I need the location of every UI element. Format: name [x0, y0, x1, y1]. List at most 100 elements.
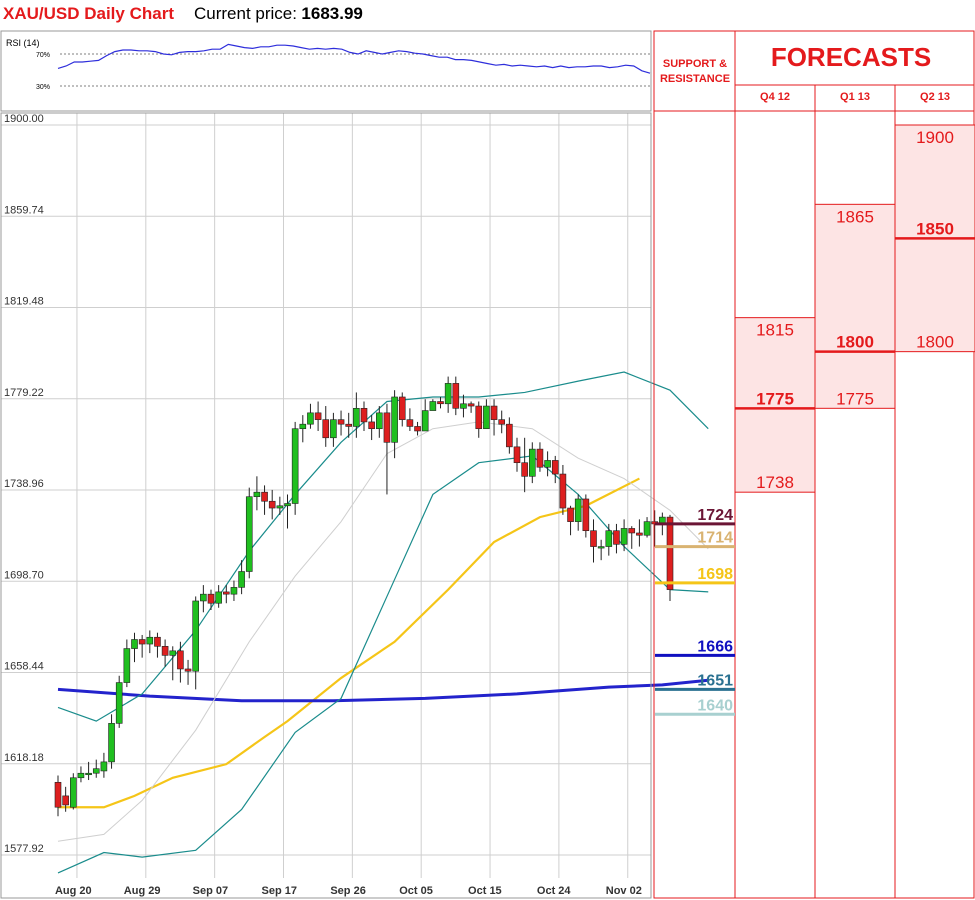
candle-body	[368, 421, 375, 430]
y-tick-label: 1779.22	[4, 387, 44, 399]
candle-body	[475, 405, 483, 430]
sr-header-line-2: RESISTANCE	[660, 73, 730, 85]
quarter-q2-13: Q2 13	[920, 91, 950, 103]
x-tick-label: Oct 24	[537, 885, 572, 897]
sr-level-label: 1724	[697, 507, 733, 524]
candle-body	[100, 761, 108, 772]
candle-body	[85, 772, 92, 776]
candle-body	[666, 516, 674, 590]
candle-body	[268, 500, 276, 509]
forecast-box	[814, 203, 896, 409]
candle-body	[192, 600, 199, 672]
chart-header: XAU/USD Daily Chart Current price: 1683.…	[3, 4, 363, 26]
candle-body	[513, 446, 521, 464]
candle-body	[398, 396, 406, 420]
candle-body	[536, 448, 544, 468]
candle-body	[215, 591, 222, 604]
rsi-frame	[0, 30, 652, 112]
candle-body	[314, 412, 322, 420]
y-tick-label: 1900.00	[4, 113, 44, 125]
x-tick-label: Oct 15	[468, 885, 502, 897]
y-tick-label: 1618.18	[4, 752, 44, 764]
forecast-high-value: 1815	[756, 321, 794, 340]
current-price-label: Current price:	[193, 4, 297, 23]
candle-body	[330, 419, 337, 439]
candle-body	[444, 383, 452, 405]
x-tick-label: Sep 26	[330, 885, 365, 897]
candle-body	[483, 405, 490, 430]
candle-body	[551, 460, 559, 475]
indicator-lines	[57, 371, 709, 874]
y-tick-label: 1859.74	[4, 204, 44, 216]
quarter-q1-13: Q1 13	[840, 91, 870, 103]
candle-body	[567, 507, 574, 522]
candle-body	[429, 401, 437, 411]
candle-body	[169, 650, 177, 656]
candle-body	[253, 491, 261, 498]
x-tick-label: Sep 17	[262, 885, 297, 897]
candle-body	[154, 636, 161, 647]
candle-body	[207, 593, 215, 604]
sr-level-label: 1651	[697, 672, 733, 689]
candle-body	[345, 423, 353, 427]
candle-body	[284, 503, 291, 507]
x-tick-label: Aug 20	[55, 885, 92, 897]
forecast-low-value: 1800	[916, 333, 954, 352]
candle-body	[138, 639, 146, 645]
forecast-boxes: 1815 1775 1738 1865 1800 1775 1900 1850 1800	[734, 124, 975, 493]
forecast-mid-value: 1850	[916, 219, 954, 238]
x-tick-label: Sep 07	[193, 885, 228, 897]
candle-body	[437, 401, 444, 405]
candle-body	[360, 408, 368, 423]
candle-body	[636, 532, 643, 536]
forecast-mid-value: 1775	[756, 389, 794, 408]
sr-level-label: 1698	[697, 566, 733, 583]
candle-body	[146, 636, 154, 645]
chart-title: XAU/USD Daily Chart	[3, 4, 174, 23]
candle-body	[582, 498, 590, 532]
forecast-low-value: 1775	[836, 389, 874, 408]
candle-body	[498, 419, 506, 425]
candle-body	[161, 645, 169, 656]
band-middle-line	[57, 421, 709, 842]
candle-body	[123, 648, 131, 683]
candle-body	[460, 403, 467, 409]
candle-body	[590, 530, 597, 547]
candle-body	[574, 498, 582, 522]
price-grid	[1, 113, 651, 878]
sr-level-label: 1640	[697, 697, 733, 714]
candle-body	[261, 491, 268, 502]
forecast-low-value: 1738	[756, 473, 794, 492]
candle-body	[490, 405, 498, 420]
candle-body	[92, 768, 100, 774]
candle-body	[276, 505, 284, 509]
candle-body	[115, 682, 123, 724]
candle-body	[506, 423, 513, 448]
candle-body	[383, 412, 391, 443]
candle-body	[528, 448, 536, 477]
forecasts-title: FORECASTS	[771, 42, 931, 72]
candle-body	[467, 403, 475, 407]
quarter-q4-12: Q4 12	[760, 91, 790, 103]
candle-body	[184, 668, 192, 672]
candle-body	[414, 426, 421, 432]
x-tick-label: Nov 02	[606, 885, 642, 897]
candle-body	[230, 587, 238, 595]
candle-body	[559, 473, 567, 509]
forecast-mid-value: 1800	[836, 333, 874, 352]
candle-body	[421, 410, 429, 432]
support-resistance-levels: 1724 1714 1698 1666 1651 1640	[655, 507, 735, 716]
x-tick-label: Oct 05	[399, 885, 433, 897]
candle-body	[108, 723, 115, 763]
x-axis-ticks: Aug 20 Aug 29 Sep 07 Sep 17 Sep 26 Oct 05 Oct …	[55, 885, 642, 897]
y-tick-label: 1819.48	[4, 296, 44, 308]
candle-body	[620, 528, 628, 545]
candle-body	[200, 593, 207, 602]
candle-body	[223, 591, 230, 595]
candles	[54, 376, 674, 817]
candle-body	[238, 571, 245, 588]
y-tick-label: 1577.92	[4, 843, 44, 855]
rsi-line	[57, 43, 651, 74]
ma-long-line	[57, 678, 709, 703]
